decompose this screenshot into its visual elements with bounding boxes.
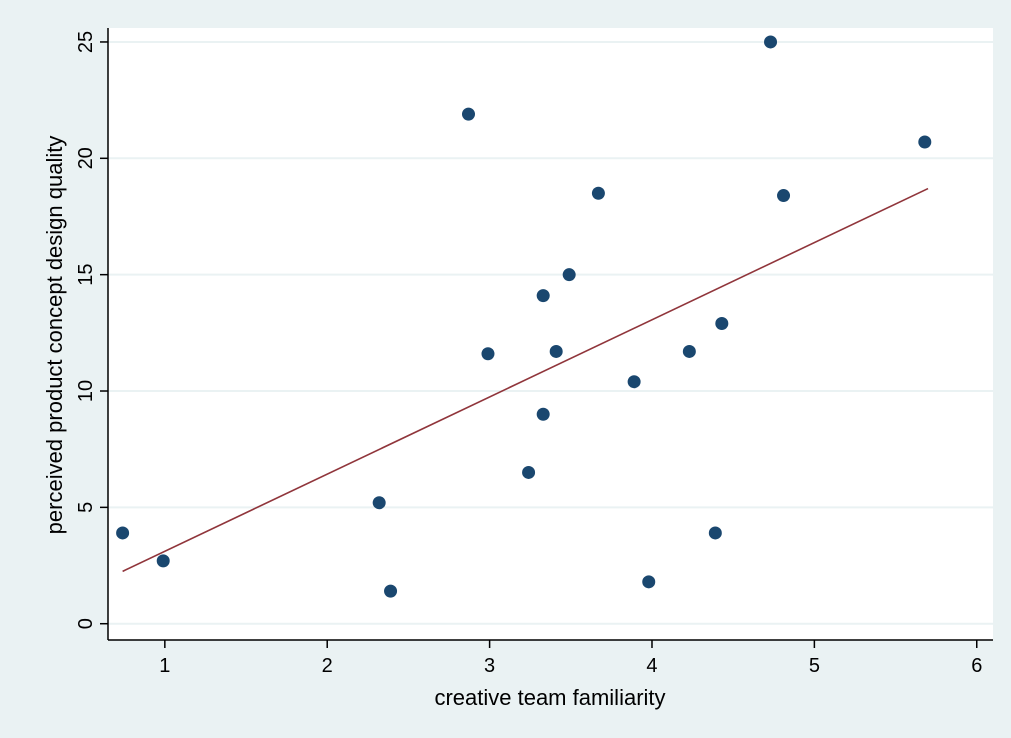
data-point <box>116 526 130 540</box>
data-point <box>536 407 550 421</box>
data-point <box>536 289 550 303</box>
x-tick-label: 2 <box>322 655 333 677</box>
x-tick-label: 4 <box>646 655 657 677</box>
data-point <box>549 344 563 358</box>
data-point <box>156 554 170 568</box>
y-tick-label: 20 <box>75 147 97 169</box>
y-tick-label: 15 <box>75 264 97 286</box>
x-axis: 1 2 3 4 5 6 <box>108 639 993 677</box>
fit-line-group <box>122 187 929 573</box>
y-axis: 0 5 10 15 20 25 <box>75 28 109 640</box>
data-point <box>642 575 656 589</box>
x-axis-title: creative team familiarity <box>434 685 665 710</box>
y-tick-label: 0 <box>75 618 97 629</box>
fit-line <box>122 187 929 573</box>
y-tick-label: 25 <box>75 31 97 53</box>
x-tick-label: 3 <box>484 655 495 677</box>
data-point <box>461 107 475 121</box>
data-point <box>715 317 729 331</box>
x-tick-label: 6 <box>971 655 982 677</box>
y-tick-label: 5 <box>75 502 97 513</box>
data-point <box>372 496 386 510</box>
data-point <box>591 186 605 200</box>
x-tick-label: 5 <box>809 655 820 677</box>
data-point <box>384 584 398 598</box>
data-point <box>522 465 536 479</box>
y-axis-title: perceived product concept design quality <box>42 136 67 535</box>
data-point <box>481 347 495 361</box>
x-tick-label: 1 <box>159 655 170 677</box>
plot-area <box>108 28 993 640</box>
data-point <box>627 375 641 389</box>
data-point <box>708 526 722 540</box>
y-tick-label: 10 <box>75 380 97 402</box>
data-point <box>562 268 576 282</box>
points-group <box>116 35 932 598</box>
data-point <box>918 135 932 149</box>
data-point <box>682 344 696 358</box>
data-point <box>777 189 791 203</box>
data-point <box>764 35 778 49</box>
